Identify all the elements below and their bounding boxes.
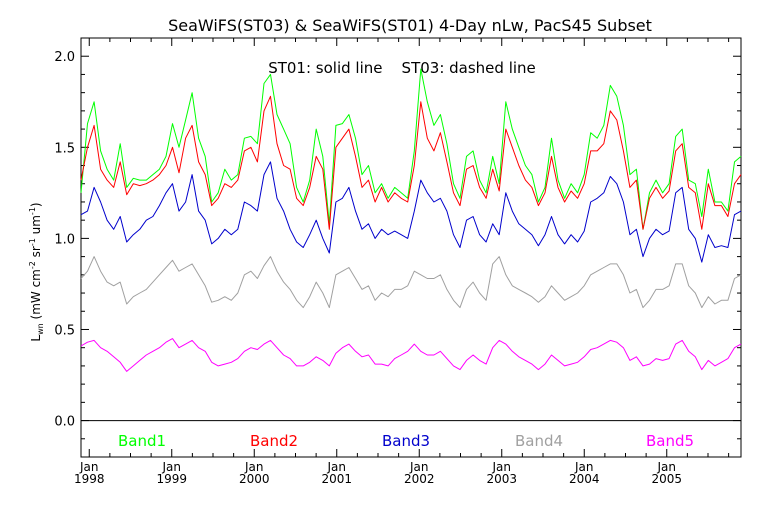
legend-label-band4: Band4 [515,432,563,450]
y-tick-label: 1.0 [54,232,75,247]
y-label-close: ) [29,202,43,207]
x-tick-month: Jan [409,460,429,474]
y-tick-label: 1.5 [54,141,75,156]
y-tick-label: 0.5 [54,323,75,338]
x-tick-year: 1999 [156,472,187,486]
series-line-band4 [80,256,742,309]
series-line-band2 [80,95,742,230]
line-style-note: ST01: solid line ST03: dashed line [268,59,536,77]
y-axis-label: Lwn (mW cm-2 sr-1 um-1) [28,202,45,341]
x-tick-month: Jan [79,460,99,474]
x-tick-month: Jan [327,460,347,474]
series-lines [80,68,742,372]
legend-label-band5: Band5 [646,432,694,450]
y-label-unit-open: (mW cm [29,269,43,323]
y-label-exp-um: -1 [28,207,37,215]
series-line-band3 [80,161,742,263]
legend-label-band2: Band2 [250,432,298,450]
x-tick-year: 1998 [74,472,105,486]
x-tick-year: 2005 [651,472,682,486]
chart-title: SeaWiFS(ST03) & SeaWiFS(ST01) 4-Day nLw,… [168,16,652,35]
x-tick-month: Jan [574,460,594,474]
band-labels: Band1 Band2 Band3 Band4 Band5 [118,432,694,450]
y-tick-label: 0.0 [54,415,75,430]
x-tick-month: Jan [657,460,677,474]
x-tick-year: 2001 [321,472,352,486]
y-tick-label: 2.0 [54,50,75,65]
series-line-band1 [80,68,742,230]
axes: 0.00.51.01.52.0Jan1998Jan1999Jan2000Jan2… [54,37,742,486]
x-tick-year: 2002 [404,472,435,486]
y-label-exp-cm: -2 [28,261,37,269]
y-label-sr: sr [29,246,43,261]
plot-frame [80,37,742,458]
y-label-subscript: wn [36,323,45,335]
y-label-symbol: L [29,335,43,342]
legend-label-band1: Band1 [118,432,166,450]
x-tick-year: 2003 [486,472,517,486]
y-label-exp-sr: -1 [28,238,37,246]
y-label-um: um [29,215,43,238]
x-tick-year: 2000 [239,472,270,486]
x-tick-month: Jan [244,460,264,474]
x-tick-year: 2004 [569,472,600,486]
series-line-band5 [80,338,742,372]
x-tick-month: Jan [162,460,182,474]
legend-label-band3: Band3 [382,432,430,450]
x-tick-month: Jan [492,460,512,474]
